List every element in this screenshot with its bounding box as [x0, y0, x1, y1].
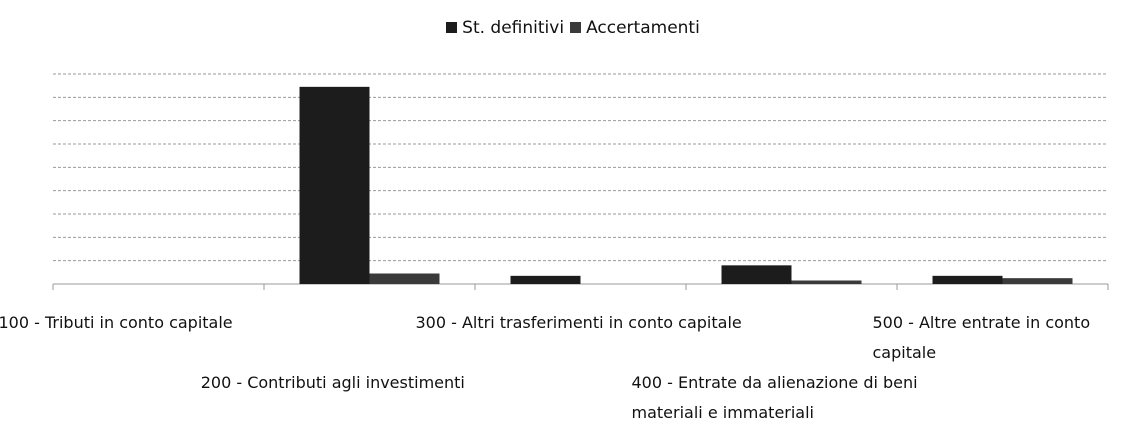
bar [510, 275, 581, 284]
bar [1002, 278, 1073, 284]
legend-swatch [446, 22, 458, 33]
bar [721, 265, 792, 284]
bar [791, 280, 862, 284]
bar [369, 273, 440, 284]
legend: St. definitivi Accertamenti [0, 18, 1140, 38]
x-tick-label: 300 - Altri trasferimenti in conto capit… [415, 313, 742, 332]
bar [299, 86, 370, 284]
legend-swatch [570, 22, 582, 33]
x-tick-label: 100 - Tributi in conto capitale [0, 313, 233, 332]
legend-label: St. definitivi [462, 18, 565, 38]
x-tick-label: 200 - Contributi agli investimenti [200, 373, 465, 392]
bar [932, 275, 1003, 284]
legend-label: Accertamenti [586, 18, 700, 38]
x-tick-label: 400 - Entrate da alienazione di beni mat… [631, 373, 918, 422]
x-tick-label: 500 - Altre entrate in conto capitale [872, 313, 1091, 362]
